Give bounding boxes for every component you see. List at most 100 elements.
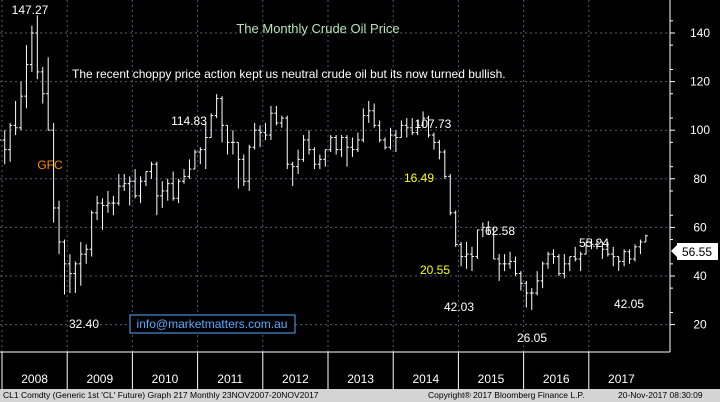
x-tick-label: 2017 [608, 372, 635, 386]
ohlc-bar [312, 147, 317, 170]
ohlc-bar [73, 261, 78, 294]
ohlc-bar [285, 115, 290, 170]
ohlc-bar [372, 103, 377, 128]
ohlc-bar [154, 161, 159, 216]
ohlc-bar [160, 181, 165, 208]
ohlc-bar [301, 135, 306, 162]
ohlc-bar [524, 280, 529, 308]
ohlc-bar [404, 118, 409, 138]
ohlc-bar [535, 271, 540, 296]
ohlc-bar [328, 135, 333, 153]
ohlc-bar [138, 176, 143, 204]
last-price-box [677, 243, 718, 260]
y-tick-label: 80 [693, 172, 707, 186]
ohlc-bar [469, 246, 474, 272]
ohlc-bar [366, 101, 371, 123]
ohlc-bar [279, 115, 284, 128]
ohlc-bar [415, 120, 420, 136]
ohlc-bar [220, 96, 225, 143]
ohlc-bar [383, 137, 388, 150]
ohlc-bar [551, 249, 556, 264]
ohlc-bar [573, 246, 578, 262]
ohlc-bar [241, 154, 246, 187]
ohlc-bar [67, 254, 72, 294]
ohlc-bar [643, 234, 648, 243]
ohlc-bar [95, 195, 100, 221]
grid [0, 0, 670, 352]
x-tick-label: 2016 [543, 372, 570, 386]
ohlc-bar [323, 149, 328, 167]
ohlc-bar [508, 251, 513, 269]
last-price-label: 56.55 [682, 245, 712, 259]
x-tick-label: 2015 [478, 372, 505, 386]
ohlc-bar [306, 130, 311, 155]
ohlc-bar [230, 130, 235, 155]
annotation-label: 147.27 [12, 3, 49, 17]
ohlc-bar [562, 254, 567, 279]
ohlc-bar [448, 173, 453, 216]
y-tick-label: 60 [693, 220, 707, 234]
ohlc-bar [35, 15, 40, 80]
ohlc-bar [567, 256, 572, 272]
ohlc-bar [502, 254, 507, 272]
ohlc-bar [203, 122, 208, 170]
ohlc-bar [616, 256, 621, 272]
annotation-label: 42.03 [444, 300, 474, 314]
footer-bar: CL1 Comdty (Generic 1st 'CL' Future) Gra… [0, 389, 720, 402]
ohlc-bar [361, 108, 366, 143]
ohlc-bar [410, 118, 415, 136]
y-tick-label: 100 [690, 123, 710, 137]
annotation-label: 62.58 [485, 224, 515, 238]
ohlc-bar [258, 125, 263, 148]
last-price-pointer [671, 245, 677, 257]
ohlc-bar [247, 144, 252, 191]
ohlc-bar [51, 122, 56, 223]
annotations: 147.27 GFC 32.40 114.83 107.73 16.49 62.58 20.5… [12, 3, 645, 345]
ohlc-bar [89, 210, 94, 257]
ohlc-bar [600, 241, 605, 259]
ohlc-bar [29, 25, 34, 72]
annotation-label: 20.55 [420, 263, 450, 277]
ohlc-bar [497, 254, 502, 281]
ohlc-bar [62, 239, 67, 295]
ohlc-bar [46, 57, 51, 131]
ohlc-bar [453, 210, 458, 247]
annotation-label: 26.05 [517, 331, 547, 345]
x-axis: 2008 2009 2010 2011 2012 2013 2014 2015 2016 2017 [0, 351, 670, 389]
ohlc-bar [578, 251, 583, 272]
ohlc-bar [165, 178, 170, 201]
ohlc-bar [638, 239, 643, 255]
x-tick-label: 2011 [217, 372, 243, 386]
ohlc-bar [622, 249, 627, 267]
ohlc-bar [589, 238, 594, 250]
ohlc-bar [611, 246, 616, 267]
ohlc-bar [393, 130, 398, 153]
annotation-label: GFC [37, 158, 63, 172]
ohlc-bar [632, 244, 637, 262]
ohlc-bar [274, 105, 279, 126]
ohlc-bar [540, 261, 545, 289]
ohlc-bar [345, 135, 350, 167]
ohlc-bar [290, 161, 295, 187]
x-tick-label: 2008 [21, 372, 48, 386]
ohlc-bar [209, 113, 214, 138]
ohlc-bar [529, 288, 534, 310]
chart-subtitle: The recent choppy price action kept us n… [72, 67, 506, 81]
watermark-text: info@marketmatters.com.au [137, 317, 288, 331]
ohlc-bar [464, 241, 469, 269]
ohlc-bar [171, 171, 176, 201]
y-tick-label: 140 [690, 26, 710, 40]
ohlc-bar [480, 222, 485, 238]
ohlc-bar [377, 120, 382, 143]
footer-source: CL1 Comdty (Generic 1st 'CL' Future) Gra… [3, 390, 319, 400]
ohlc-bar [317, 154, 322, 170]
ohlc-bar [225, 124, 230, 155]
ohlc-bar [192, 149, 197, 170]
ohlc-bar [111, 195, 116, 216]
ohlc-bar [19, 81, 24, 131]
ohlc-bar [133, 169, 138, 199]
ohlc-bar [268, 105, 273, 140]
ohlc-bar [143, 171, 148, 187]
ohlc-bar [214, 94, 219, 119]
